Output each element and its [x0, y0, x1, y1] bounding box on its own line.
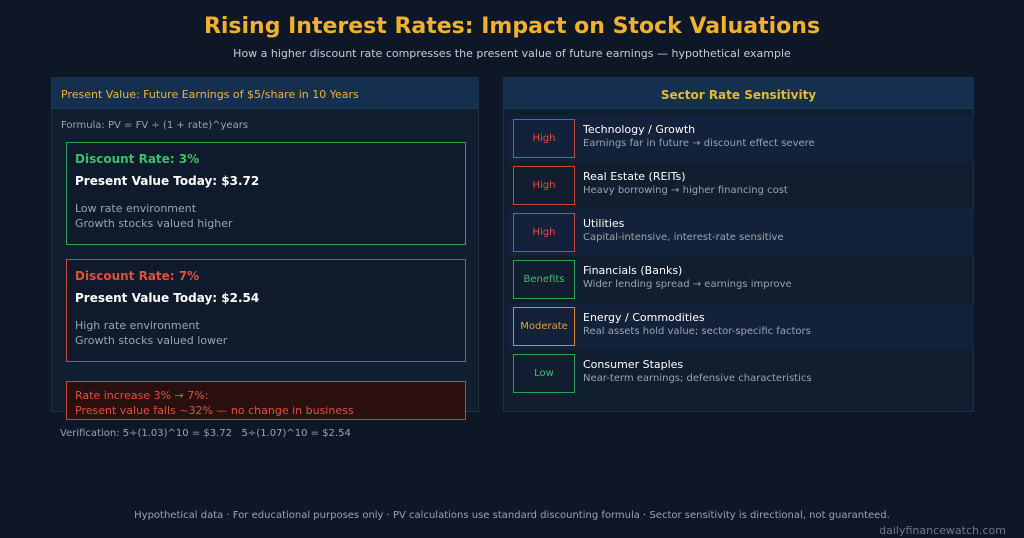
sector-sensitivity-title: Sector Rate Sensitivity — [504, 78, 973, 109]
sensitivity-badge: High — [513, 213, 575, 252]
page-title: Rising Interest Rates: Impact on Stock V… — [203, 14, 821, 39]
scenario-note: Low rate environment — [75, 202, 197, 215]
scenario-present-value: Present Value Today: $2.54 — [75, 291, 260, 305]
sector-name: Real Estate (REITs) — [583, 170, 686, 183]
present-value-panel: Present Value: Future Earnings of $5/sha… — [51, 77, 479, 420]
sensitivity-badge: Moderate — [513, 307, 575, 346]
sector-row: High Utilities Capital-intensive, intere… — [508, 209, 974, 256]
formula-text: Formula: PV = FV ÷ (1 + rate)^years — [61, 120, 249, 131]
scenario-low-rate: Discount Rate: 3% Present Value Today: $… — [66, 142, 466, 245]
sector-description: Wider lending spread → earnings improve — [583, 279, 792, 290]
sector-row: High Real Estate (REITs) Heavy borrowing… — [508, 162, 974, 209]
sector-sensitivity-panel: Sector Rate Sensitivity High Technology … — [503, 77, 974, 412]
sensitivity-badge: High — [513, 166, 575, 205]
site-credit: dailyfinancewatch.com — [879, 524, 1006, 537]
sector-name: Financials (Banks) — [583, 264, 683, 277]
present-value-panel-title: Present Value: Future Earnings of $5/sha… — [52, 78, 478, 109]
sensitivity-badge: Benefits — [513, 260, 575, 299]
sector-name: Utilities — [583, 217, 625, 230]
sector-name: Consumer Staples — [583, 358, 684, 371]
warning-line: Rate increase 3% → 7%: — [75, 389, 209, 402]
sector-row: High Technology / Growth Earnings far in… — [508, 115, 974, 162]
scenario-rate-label: Discount Rate: 7% — [75, 269, 200, 283]
footer-disclaimer: Hypothetical data · For educational purp… — [134, 510, 890, 521]
sensitivity-badge: Low — [513, 354, 575, 393]
sector-row: Low Consumer Staples Near-term earnings;… — [508, 350, 974, 397]
warning-line: Present value falls ~32% — no change in … — [75, 404, 354, 417]
page-subtitle: How a higher discount rate compresses th… — [233, 47, 791, 60]
scenario-note: Growth stocks valued lower — [75, 334, 228, 347]
scenario-high-rate: Discount Rate: 7% Present Value Today: $… — [66, 259, 466, 362]
sector-description: Real assets hold value; sector-specific … — [583, 326, 811, 337]
sector-description: Heavy borrowing → higher financing cost — [583, 185, 788, 196]
sector-row: Benefits Financials (Banks) Wider lendin… — [508, 256, 974, 303]
sector-name: Energy / Commodities — [583, 311, 705, 324]
sector-description: Earnings far in future → discount effect… — [583, 138, 815, 149]
verification-text: Verification: 5÷(1.03)^10 = $3.72 5÷(1.0… — [60, 428, 351, 439]
scenario-note: High rate environment — [75, 319, 200, 332]
sensitivity-badge: High — [513, 119, 575, 158]
rate-increase-warning: Rate increase 3% → 7%: Present value fal… — [66, 381, 466, 420]
scenario-present-value: Present Value Today: $3.72 — [75, 174, 260, 188]
scenario-note: Growth stocks valued higher — [75, 217, 233, 230]
sector-name: Technology / Growth — [583, 123, 696, 136]
sector-description: Capital-intensive, interest-rate sensiti… — [583, 232, 784, 243]
sector-row: Moderate Energy / Commodities Real asset… — [508, 303, 974, 350]
sector-description: Near-term earnings; defensive characteri… — [583, 373, 812, 384]
scenario-rate-label: Discount Rate: 3% — [75, 152, 200, 166]
